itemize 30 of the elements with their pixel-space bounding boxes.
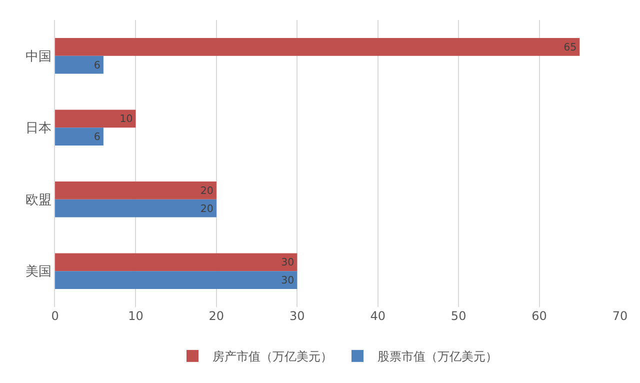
y-tick-label: 美国	[25, 264, 52, 280]
x-tick-label: 60	[532, 309, 547, 323]
bar	[55, 253, 298, 272]
legend-label: 股票市值（万亿美元）	[378, 350, 498, 364]
x-tick-label: 0	[51, 309, 59, 323]
bar	[55, 38, 580, 56]
data-label: 30	[281, 276, 294, 287]
bar	[55, 128, 104, 146]
x-tick-label: 50	[450, 309, 466, 323]
x-tick-label: 40	[370, 309, 386, 323]
bar	[55, 110, 136, 128]
y-tick-label: 欧盟	[25, 192, 52, 208]
bar	[55, 181, 216, 200]
bar	[55, 199, 216, 218]
legend-label: 房产市值（万亿美元）	[212, 350, 332, 364]
data-label: 20	[200, 186, 214, 197]
y-tick-label: 日本	[25, 121, 52, 136]
x-tick-label: 20	[208, 309, 224, 323]
bar	[55, 56, 104, 74]
data-label: 20	[200, 204, 214, 215]
data-label: 30	[281, 258, 294, 269]
bar	[55, 271, 298, 290]
data-label: 65	[564, 42, 577, 54]
data-label: 6	[94, 60, 100, 72]
x-tick-label: 10	[128, 309, 144, 323]
x-tick-label: 70	[612, 309, 628, 323]
data-label: 6	[94, 132, 100, 144]
y-tick-label: 中国	[25, 49, 52, 64]
x-tick-label: 30	[290, 309, 305, 323]
data-label: 10	[120, 114, 133, 126]
